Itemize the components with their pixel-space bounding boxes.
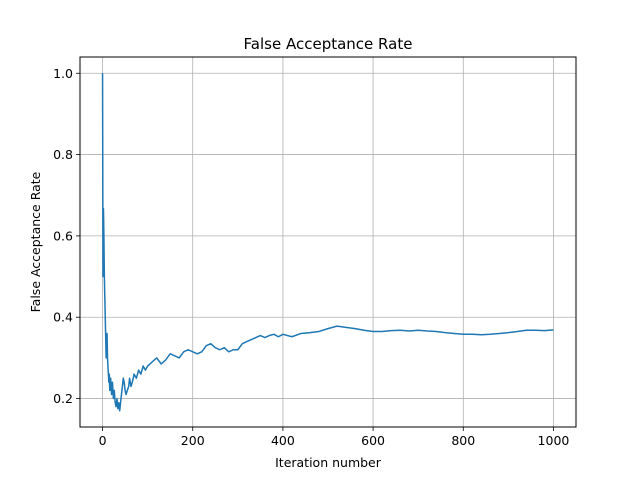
x-tick-label: 400 xyxy=(271,433,295,448)
series-layer xyxy=(101,73,554,412)
y-tick-label: 0.8 xyxy=(53,147,73,162)
x-tick-label: 800 xyxy=(451,433,475,448)
plot-frame xyxy=(79,56,577,428)
y-tick-label: 0.4 xyxy=(53,310,73,325)
y-tick-label: 1.0 xyxy=(53,66,73,81)
x-axis-label: Iteration number xyxy=(275,455,382,470)
y-axis-label: False Acceptance Rate xyxy=(28,171,43,312)
x-tick-label: 600 xyxy=(361,433,385,448)
x-tick-label: 0 xyxy=(99,433,107,448)
chart-title: False Acceptance Rate xyxy=(244,35,413,53)
y-tick-label: 0.2 xyxy=(53,391,73,406)
series-line xyxy=(101,73,554,412)
grid xyxy=(80,57,576,427)
x-tick-label: 1000 xyxy=(538,433,570,448)
x-tick-label: 200 xyxy=(181,433,205,448)
y-tick-label: 0.6 xyxy=(53,228,73,243)
ticks: 0 200 400 600 800 1000 0.2 0.4 0.6 0.8 1.0 xyxy=(53,66,569,448)
